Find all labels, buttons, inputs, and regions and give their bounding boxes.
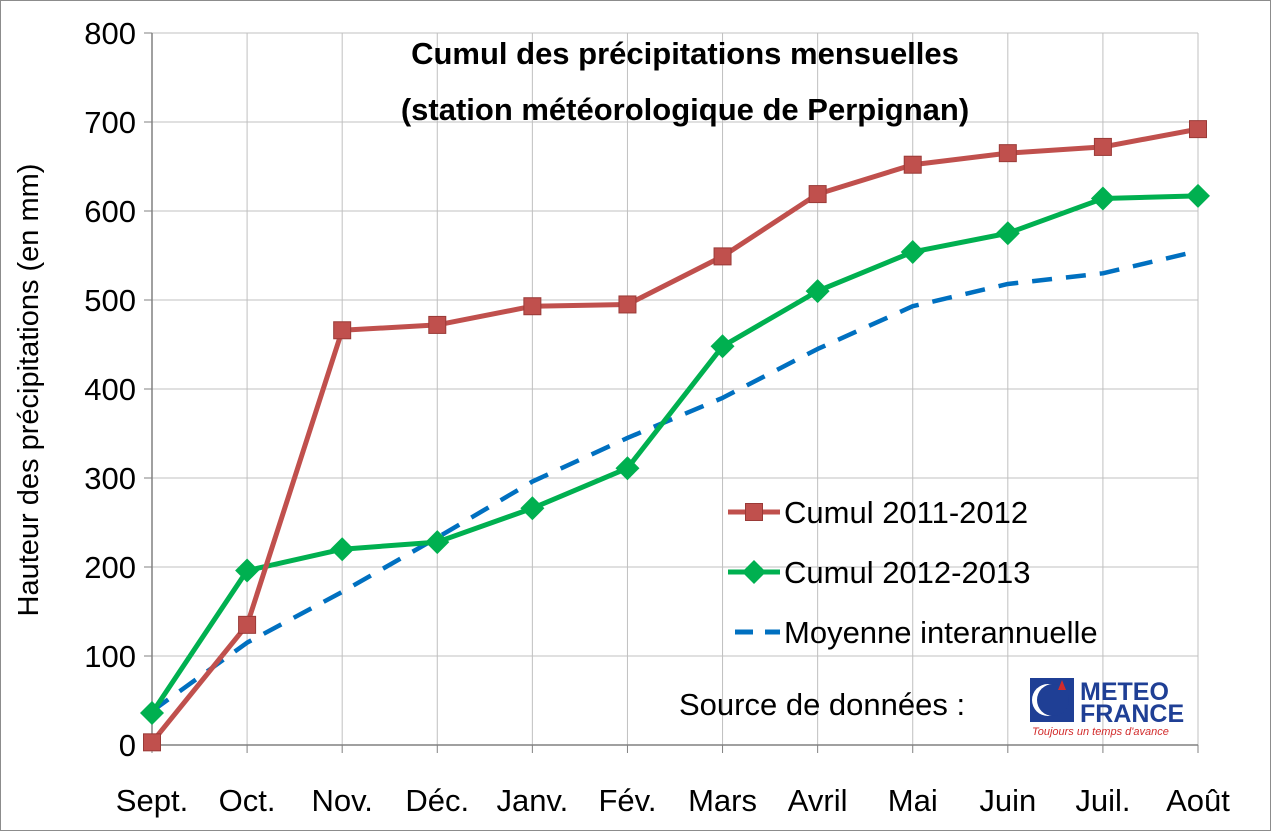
y-tick-label: 800 xyxy=(84,16,136,51)
data-point xyxy=(143,733,161,752)
data-point xyxy=(1189,120,1207,139)
y-tick-label: 600 xyxy=(84,194,136,229)
legend-label: Cumul 2011-2012 xyxy=(784,495,1028,530)
series-group xyxy=(140,120,1210,752)
x-tick-label: Juil. xyxy=(1075,783,1130,818)
data-point xyxy=(900,239,925,264)
data-point xyxy=(520,496,545,521)
x-tick-label: Nov. xyxy=(311,783,372,818)
x-tick-label: Juin xyxy=(979,783,1036,818)
data-point xyxy=(238,615,257,634)
series-line xyxy=(149,193,1199,715)
data-point xyxy=(425,530,450,555)
data-point xyxy=(618,295,637,314)
y-tick-label: 700 xyxy=(84,105,136,140)
data-point xyxy=(330,537,355,562)
x-tick-label: Déc. xyxy=(405,783,469,818)
x-tick-label: Fév. xyxy=(598,783,656,818)
x-tick-label: Mai xyxy=(888,783,938,818)
x-tick-label: Janv. xyxy=(496,783,568,818)
y-tick-label: 300 xyxy=(84,461,136,496)
y-tick-label: 0 xyxy=(119,728,136,763)
data-point xyxy=(333,321,352,340)
data-point xyxy=(1093,137,1112,156)
legend: Cumul 2011-2012 Cumul 2012-2013 Moyenne in… xyxy=(728,495,1098,650)
x-tick-label: Oct. xyxy=(219,783,276,818)
data-point xyxy=(1090,186,1115,211)
x-tick-label: Août xyxy=(1166,783,1230,818)
x-tick-label: Mars xyxy=(688,783,757,818)
data-point xyxy=(995,221,1020,246)
logo-line2: FRANCE xyxy=(1080,700,1184,728)
data-point xyxy=(808,185,827,204)
y-ticks: 0 100 200 300 400 500 600 700 800 xyxy=(84,16,136,763)
source-label: Source de données : xyxy=(679,687,965,722)
x-ticks: Sept. Oct. Nov. Déc. Janv. Fév. Mars Avril Mai Ju… xyxy=(116,783,1230,818)
data-point xyxy=(903,155,922,174)
legend-label: Moyenne interannuelle xyxy=(784,615,1098,650)
y-axis-label: Hauteur des précipitations (en mm) xyxy=(13,164,45,617)
y-tick-label: 400 xyxy=(84,372,136,407)
data-point xyxy=(428,315,447,334)
legend-marker xyxy=(742,560,766,584)
series-line xyxy=(150,126,1199,744)
data-point xyxy=(998,144,1017,163)
x-tick-label: Sept. xyxy=(116,783,188,818)
data-point xyxy=(805,279,830,304)
legend-marker xyxy=(745,503,763,521)
source-block: Source de données : METEO FRANCE Toujour… xyxy=(679,678,1184,738)
data-point xyxy=(713,247,732,266)
logo-arrow-icon xyxy=(1058,680,1066,690)
data-point xyxy=(1186,183,1210,208)
chart-title-line2: (station météorologique de Perpignan) xyxy=(401,92,969,127)
data-point xyxy=(710,334,735,359)
x-tick-label: Avril xyxy=(788,783,848,818)
data-point xyxy=(235,558,260,583)
chart-title-line1: Cumul des précipitations mensuelles xyxy=(411,36,959,71)
series-line xyxy=(150,248,1199,714)
y-tick-label: 100 xyxy=(84,639,136,674)
data-point xyxy=(140,700,164,725)
data-point xyxy=(615,456,640,481)
meteo-france-logo: METEO FRANCE Toujours un temps d'avance xyxy=(1030,678,1184,738)
logo-tagline: Toujours un temps d'avance xyxy=(1032,726,1169,738)
logo-line1: METEO xyxy=(1080,678,1169,706)
legend-label: Cumul 2012-2013 xyxy=(784,555,1030,590)
data-point xyxy=(523,297,542,316)
y-tick-label: 200 xyxy=(84,550,136,585)
y-tick-label: 500 xyxy=(84,283,136,318)
